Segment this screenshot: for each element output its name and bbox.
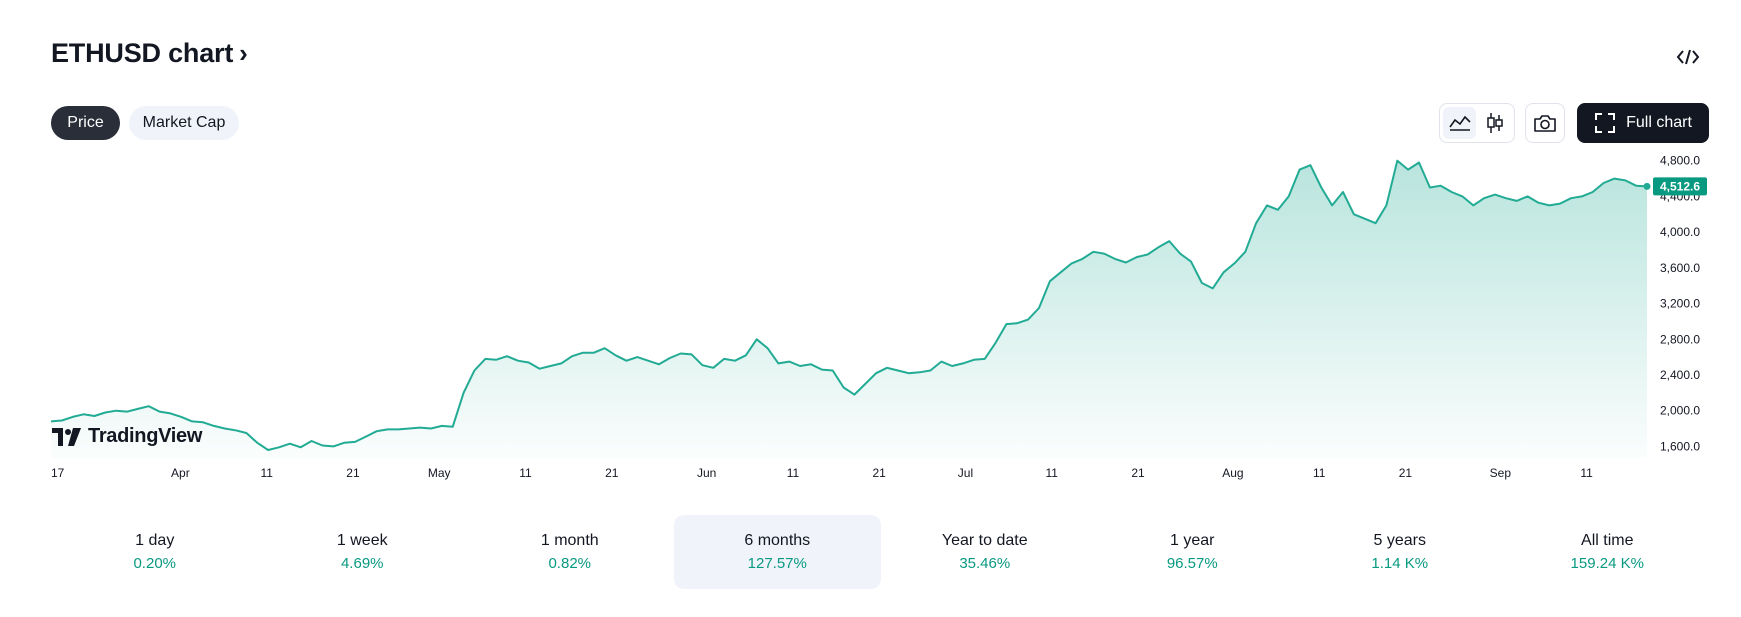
period-change: 0.82% [548, 555, 592, 572]
chart-type-toggle [1439, 103, 1515, 143]
x-tick-label: 11 [260, 466, 273, 480]
tab-price[interactable]: Price [51, 106, 120, 140]
period-5-years[interactable]: 5 years 1.14 K% [1296, 515, 1504, 589]
y-tick-label: 4,800.0 [1660, 154, 1700, 168]
period-label: Year to date [941, 532, 1028, 549]
area-chart-icon [1448, 115, 1471, 131]
x-tick-label: May [428, 466, 451, 480]
last-price-dot [1643, 182, 1651, 190]
camera-icon [1534, 115, 1556, 132]
y-axis: 4,800.04,400.04,000.03,600.03,200.02,800… [1660, 154, 1700, 454]
x-tick-label: 17 [51, 466, 65, 480]
tradingview-watermark: TradingView [52, 425, 202, 448]
full-chart-button[interactable]: Full chart [1577, 103, 1709, 143]
x-tick-label: 11 [1046, 466, 1059, 480]
chart-title-link[interactable]: ETHUSD chart › [51, 38, 248, 69]
period-change: 96.57% [1166, 555, 1218, 572]
period-selector: 1 day 0.20% 1 week 4.69% 1 month 0.82% 6… [51, 515, 1711, 589]
period-label: 1 day [135, 532, 175, 549]
period-1-week[interactable]: 1 week 4.69% [259, 515, 467, 589]
full-chart-label: Full chart [1626, 114, 1692, 131]
period-label: 6 months [744, 532, 811, 549]
period-1-year[interactable]: 1 year 96.57% [1089, 515, 1297, 589]
watermark-text: TradingView [88, 425, 203, 447]
x-tick-label: Sep [1490, 466, 1512, 480]
chevron-right-icon: › [239, 38, 248, 68]
y-tick-label: 3,200.0 [1660, 297, 1700, 311]
price-line [50, 159, 1648, 451]
y-tick-label: 3,600.0 [1660, 261, 1700, 275]
candlestick-chart-button[interactable] [1478, 107, 1511, 139]
tradingview-logo-icon [52, 427, 81, 446]
x-tick-label: 11 [519, 466, 532, 480]
price-chart[interactable]: 4,800.04,400.04,000.03,600.03,200.02,800… [0, 150, 1741, 490]
period-label: All time [1581, 532, 1634, 549]
y-tick-label: 4,000.0 [1660, 225, 1700, 239]
x-tick-label: 11 [1580, 466, 1593, 480]
period-year-to-date[interactable]: Year to date 35.46% [881, 515, 1089, 589]
period-all-time[interactable]: All time 159.24 K% [1504, 515, 1712, 589]
period-label: 1 month [540, 532, 599, 549]
last-price-badge [1653, 177, 1707, 196]
x-tick-label: 21 [605, 466, 619, 480]
price-area-fill [51, 160, 1647, 458]
x-tick-label: 21 [1131, 466, 1145, 480]
y-tick-label: 2,400.0 [1660, 368, 1700, 382]
period-1-day[interactable]: 1 day 0.20% [51, 515, 259, 589]
period-change: 159.24 K% [1570, 555, 1644, 572]
y-tick-label: 1,600.0 [1660, 439, 1700, 453]
period-label: 1 year [1170, 532, 1215, 549]
period-label: 5 years [1373, 532, 1426, 549]
embed-button[interactable] [1673, 42, 1703, 72]
x-tick-label: 11 [1313, 466, 1326, 480]
period-change: 0.20% [133, 555, 177, 572]
x-tick-label: 11 [787, 466, 800, 480]
x-axis: 17 Apr 11 21 May 11 21 Jun 11 21 Jul 11 21 Aug 11 21 Sep… [51, 466, 1593, 480]
x-tick-label: 21 [1399, 466, 1413, 480]
period-change: 127.57% [747, 555, 807, 572]
area-chart-button[interactable] [1443, 107, 1476, 139]
period-1-month[interactable]: 1 month 0.82% [466, 515, 674, 589]
period-label: 1 week [336, 532, 388, 549]
x-tick-label: Aug [1222, 466, 1243, 480]
x-tick-label: 21 [346, 466, 360, 480]
code-icon [1676, 49, 1700, 65]
tab-market-cap[interactable]: Market Cap [129, 106, 239, 140]
candlestick-icon [1486, 113, 1503, 133]
x-tick-label: Jul [958, 466, 973, 480]
x-tick-label: Jun [697, 466, 716, 480]
snapshot-button[interactable] [1525, 103, 1565, 143]
last-price-marker: 4,512.6 [1643, 177, 1707, 196]
period-change: 35.46% [959, 555, 1011, 572]
x-tick-label: Apr [171, 466, 190, 480]
y-tick-label: 2,000.0 [1660, 404, 1700, 418]
page-title: ETHUSD chart [51, 38, 234, 68]
x-tick-label: 21 [873, 466, 887, 480]
fullscreen-icon [1595, 113, 1616, 133]
period-6-months[interactable]: 6 months 127.57% [673, 515, 881, 589]
period-change: 1.14 K% [1371, 555, 1429, 572]
y-tick-label: 2,800.0 [1660, 332, 1700, 346]
last-price-label: 4,512.6 [1660, 179, 1700, 193]
period-change: 4.69% [340, 555, 384, 572]
